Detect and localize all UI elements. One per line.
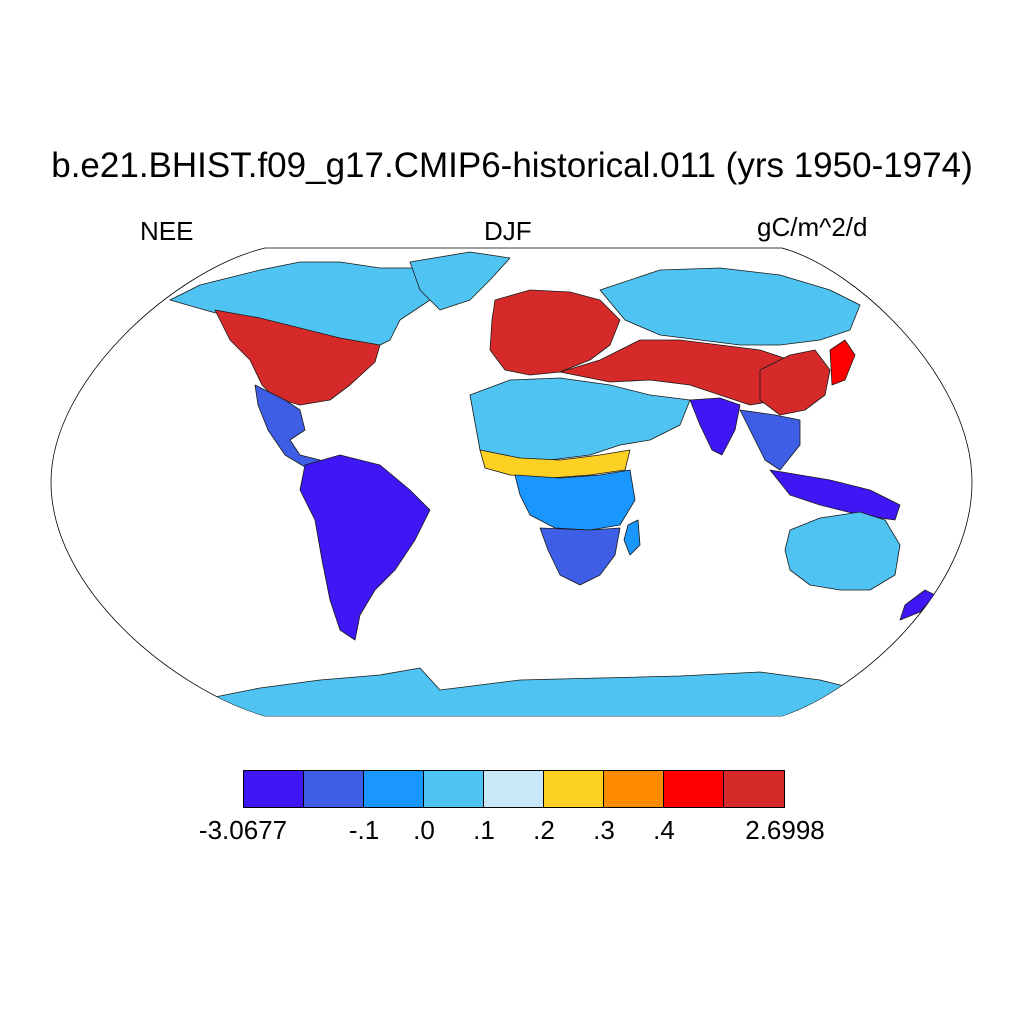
region-madagascar	[623, 519, 641, 556]
region-southern-africa	[539, 527, 621, 586]
region-south-america	[299, 454, 431, 641]
colorbar-box-5	[544, 771, 604, 807]
colorbar-label: .3	[593, 815, 615, 845]
region-central-africa	[514, 469, 636, 531]
colorbar-box-2	[364, 771, 424, 807]
region-greenland	[409, 251, 511, 311]
region-australia	[784, 511, 901, 591]
colorbar-label: .2	[533, 815, 555, 845]
colorbar-label: -.1	[348, 815, 380, 845]
region-new-zealand	[899, 589, 936, 621]
colorbar-label: .0	[413, 815, 435, 845]
colorbar-label: .4	[653, 815, 675, 845]
colorbar-label-min: -3.0677	[198, 815, 288, 845]
region-sahel-band	[479, 449, 631, 479]
region-central-america	[254, 384, 331, 471]
units-label: gC/m^2/d	[757, 212, 868, 242]
colorbar-box-3	[424, 771, 484, 807]
variable-label: NEE	[140, 216, 194, 246]
colorbar-box-1	[304, 771, 364, 807]
colorbar-box-7	[664, 771, 724, 807]
region-europe	[489, 289, 621, 376]
colorbar-box-6	[604, 771, 664, 807]
colorbar-label-max: 2.6998	[745, 815, 825, 845]
colorbar-box-4	[484, 771, 544, 807]
region-north-america-temperate	[214, 309, 381, 406]
colorbar-box-8	[724, 771, 784, 807]
region-india	[689, 397, 741, 456]
plot-title: b.e21.BHIST.f09_g17.CMIP6-historical.011…	[51, 146, 973, 185]
region-siberia	[599, 267, 861, 346]
colorbar-label: .1	[473, 815, 495, 845]
region-japan	[829, 339, 856, 386]
region-southeast-asia	[739, 409, 801, 471]
season-label: DJF	[484, 216, 532, 246]
region-maritime-continent	[769, 469, 901, 521]
region-east-china	[759, 349, 831, 416]
colorbar-box-0	[244, 771, 304, 807]
colorbar	[243, 770, 785, 808]
